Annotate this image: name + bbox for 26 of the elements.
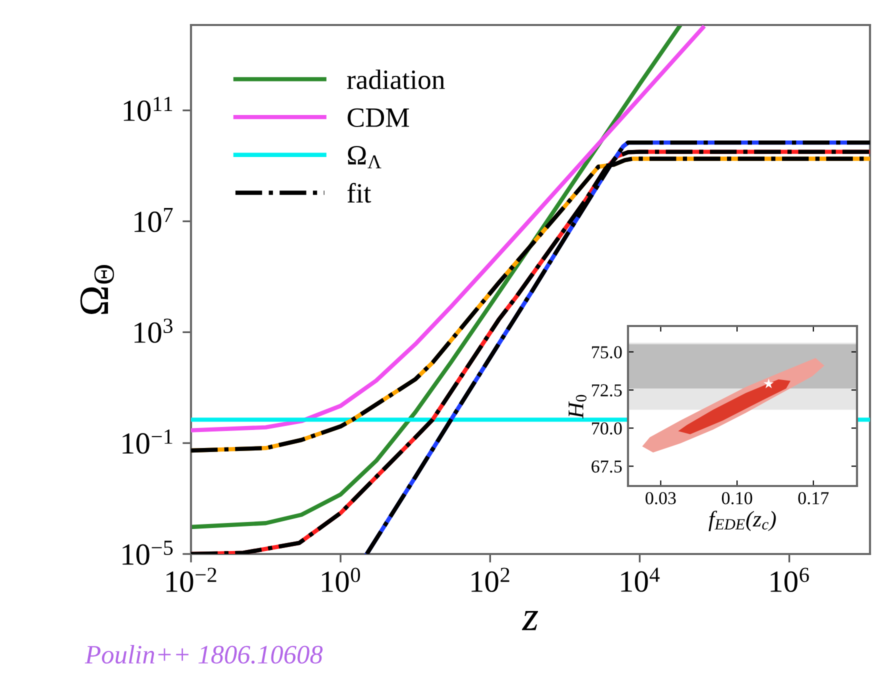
x-axis-title: f$_{EDE}$(z$_{c}$) (708, 510, 776, 532)
x-tick-label: 0.10 (722, 492, 752, 504)
y-tick-label: 10$^{−1}$ (122, 430, 172, 454)
legend-label: CDM (348, 108, 410, 128)
text: Poulin++ 1806.10608 (84, 645, 323, 664)
x-tick-label: 10$^{−2}$ (166, 568, 216, 592)
x-tick-label: 10$^{0}$ (322, 568, 360, 592)
y-tick-label: 10$^{3}$ (134, 318, 173, 343)
y-tick-label: 10$^{11}$ (124, 96, 172, 122)
legend-label: Ω$_{Λ}$ (348, 146, 382, 168)
y-tick-label: 10$^{−5}$ (122, 540, 173, 565)
legend-label: fit (347, 182, 372, 203)
y-tick-label: 70.0 (592, 422, 622, 435)
y-axis-title: Ω$_{Θ}$ (80, 265, 114, 314)
x-tick-label: 0.17 (798, 492, 829, 504)
y-tick-label: 75.0 (592, 346, 622, 358)
y-tick-label: 72.5 (592, 384, 622, 397)
x-axis-title: z (522, 610, 538, 630)
x-tick-label: 10$^{6}$ (770, 568, 809, 592)
y-tick-label: 10$^{7}$ (134, 208, 173, 232)
x-tick-label: 10$^{4}$ (621, 568, 660, 592)
legend-label: radiation (347, 70, 445, 90)
y-axis-title: H$_{0}$ (568, 394, 586, 419)
y-tick-label: 67.5 (592, 460, 622, 473)
x-tick-label: 10$^{2}$ (472, 568, 510, 592)
x-tick-label: 0.03 (646, 492, 676, 504)
